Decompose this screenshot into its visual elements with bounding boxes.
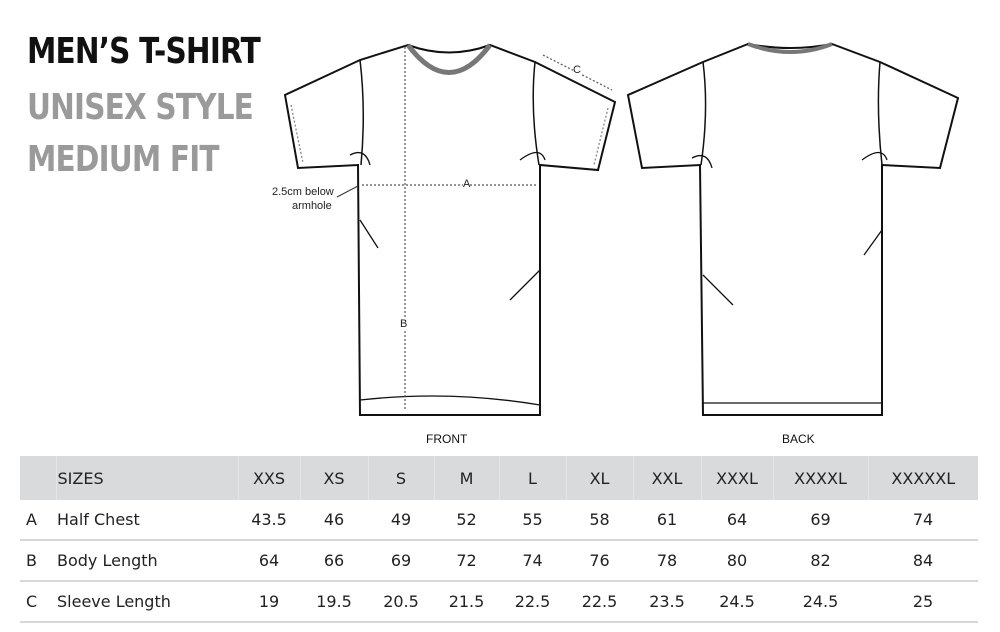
header-cell: S (367, 456, 434, 500)
row-key: B (20, 540, 56, 582)
value-cell: 23.5 (633, 581, 701, 623)
armhole-note-1: 2.5cm below (272, 186, 334, 198)
value-cell: 19 (238, 581, 300, 623)
value-cell: 76 (566, 540, 633, 582)
value-cell: 80 (701, 540, 773, 582)
value-cell: 84 (868, 540, 978, 582)
armhole-note-2: armhole (292, 200, 332, 212)
value-cell: 69 (773, 500, 868, 541)
back-shirt (626, 42, 960, 416)
header-cell: XL (565, 456, 633, 500)
value-cell: 22.5 (499, 581, 566, 623)
value-cell: 24.5 (701, 581, 773, 623)
header-cell: L (498, 456, 566, 500)
front-label: FRONT (426, 432, 468, 446)
header-cell: XS (299, 456, 368, 500)
value-cell: 58 (566, 500, 633, 541)
value-cell: 74 (499, 540, 566, 582)
value-cell: 21.5 (434, 581, 499, 623)
value-cell: 20.5 (368, 581, 434, 623)
value-cell: 82 (773, 540, 868, 582)
value-cell: 22.5 (566, 581, 633, 623)
value-cell: 19.5 (300, 581, 368, 623)
row-key: C (20, 581, 56, 623)
value-cell: 78 (633, 540, 701, 582)
value-cell: 52 (434, 500, 499, 541)
header-cell: XXS (237, 456, 300, 500)
header-cell: XXXXL (772, 456, 868, 500)
value-cell: 74 (868, 500, 978, 541)
value-cell: 66 (300, 540, 368, 582)
measure-a-label: A (463, 178, 471, 190)
subtitle-style: UNISEX STYLE (27, 87, 254, 128)
value-cell: 69 (368, 540, 434, 582)
row-key: A (20, 500, 56, 541)
value-cell: 46 (300, 500, 368, 541)
value-cell: 24.5 (773, 581, 868, 623)
header-cell: M (433, 456, 499, 500)
value-cell: 61 (633, 500, 701, 541)
table-row: A Half Chest 43.5 46 49 52 55 58 61 64 69 74 (20, 500, 978, 541)
size-table: SIZES XXS XS S M L XL XXL XXXL XXXXL XXX… (20, 456, 978, 623)
back-label: BACK (782, 432, 815, 446)
value-cell: 72 (434, 540, 499, 582)
subtitle-fit: MEDIUM FIT (27, 139, 220, 180)
header-cell: XXXXXL (867, 456, 978, 500)
value-cell: 49 (368, 500, 434, 541)
table-header: SIZES XXS XS S M L XL XXL XXXL XXXXL XXX… (20, 456, 978, 500)
header-cell: XXL (632, 456, 701, 500)
row-label: Half Chest (56, 500, 238, 541)
table-row: B Body Length 64 66 69 72 74 76 78 80 82 84 (20, 540, 978, 582)
value-cell: 55 (499, 500, 566, 541)
measure-c-label: C (573, 64, 581, 76)
value-cell: 64 (238, 540, 300, 582)
armhole-pointer (336, 185, 359, 198)
header-cell: XXXL (700, 456, 773, 500)
row-label: Sleeve Length (56, 581, 238, 623)
title: MEN’S T-SHIRT (27, 31, 261, 72)
front-shirt (283, 43, 617, 416)
table-row: C Sleeve Length 19 19.5 20.5 21.5 22.5 22.5 23.5… (20, 581, 978, 623)
value-cell: 25 (868, 581, 978, 623)
measure-b-label: B (400, 318, 408, 330)
measure-lines (362, 47, 613, 410)
value-cell: 43.5 (238, 500, 300, 541)
header-cell: SIZES (55, 456, 238, 500)
value-cell: 64 (701, 500, 773, 541)
tshirt-diagram (283, 42, 960, 416)
row-label: Body Length (56, 540, 238, 582)
